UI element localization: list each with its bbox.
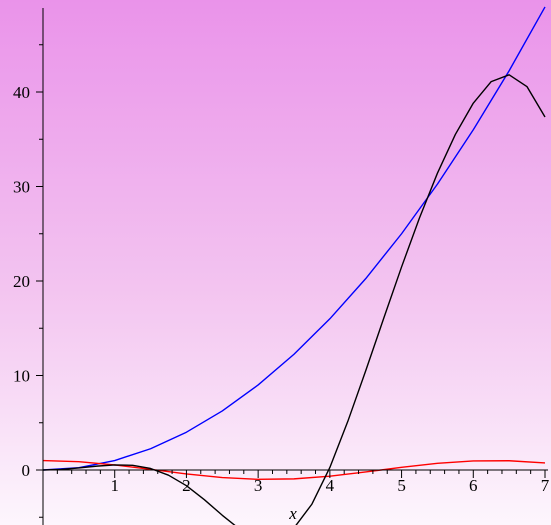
x-tick-label: 4 — [326, 476, 335, 495]
y-tick-label: 10 — [13, 367, 30, 386]
series-line-2 — [42, 459, 546, 481]
x-tick-label: 3 — [254, 476, 263, 495]
series-line-1 — [42, 6, 546, 471]
x-tick-label: 2 — [182, 476, 191, 495]
x-tick-label: 1 — [110, 476, 119, 495]
x-tick-label: 6 — [469, 476, 478, 495]
x-tick-label: 5 — [397, 476, 406, 495]
y-tick-label: 40 — [13, 83, 30, 102]
ticks-layer: 1 2 3 4 5 6 7 0 10 20 30 40 — [13, 44, 550, 518]
y-tick-label: 20 — [13, 272, 30, 291]
y-tick-label: 30 — [13, 178, 30, 197]
y-tick-label: 0 — [22, 461, 31, 480]
x-tick-label: 7 — [541, 476, 550, 495]
series-layer — [42, 6, 546, 525]
x-axis-title: x — [288, 504, 297, 523]
axes-layer — [42, 8, 548, 525]
series-line-3 — [42, 74, 546, 525]
